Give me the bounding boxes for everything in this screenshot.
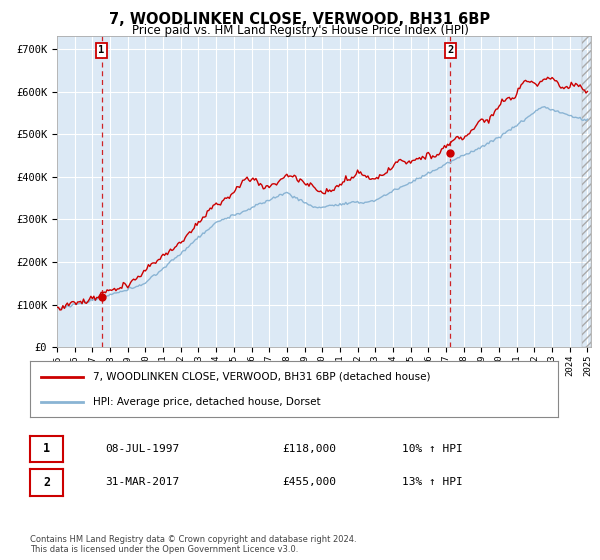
Text: HPI: Average price, detached house, Dorset: HPI: Average price, detached house, Dors… [94,396,321,407]
Text: 10% ↑ HPI: 10% ↑ HPI [402,444,463,454]
Text: 7, WOODLINKEN CLOSE, VERWOOD, BH31 6BP (detached house): 7, WOODLINKEN CLOSE, VERWOOD, BH31 6BP (… [94,372,431,382]
Text: 1: 1 [98,45,104,55]
Text: 1: 1 [43,442,50,455]
Text: 08-JUL-1997: 08-JUL-1997 [105,444,179,454]
Text: 13% ↑ HPI: 13% ↑ HPI [402,477,463,487]
Text: 2: 2 [448,45,454,55]
Text: Contains HM Land Registry data © Crown copyright and database right 2024.
This d: Contains HM Land Registry data © Crown c… [30,535,356,554]
Text: 2: 2 [43,476,50,489]
Text: Price paid vs. HM Land Registry's House Price Index (HPI): Price paid vs. HM Land Registry's House … [131,24,469,36]
Text: 7, WOODLINKEN CLOSE, VERWOOD, BH31 6BP: 7, WOODLINKEN CLOSE, VERWOOD, BH31 6BP [109,12,491,27]
Text: £118,000: £118,000 [282,444,336,454]
Text: £455,000: £455,000 [282,477,336,487]
Text: 31-MAR-2017: 31-MAR-2017 [105,477,179,487]
